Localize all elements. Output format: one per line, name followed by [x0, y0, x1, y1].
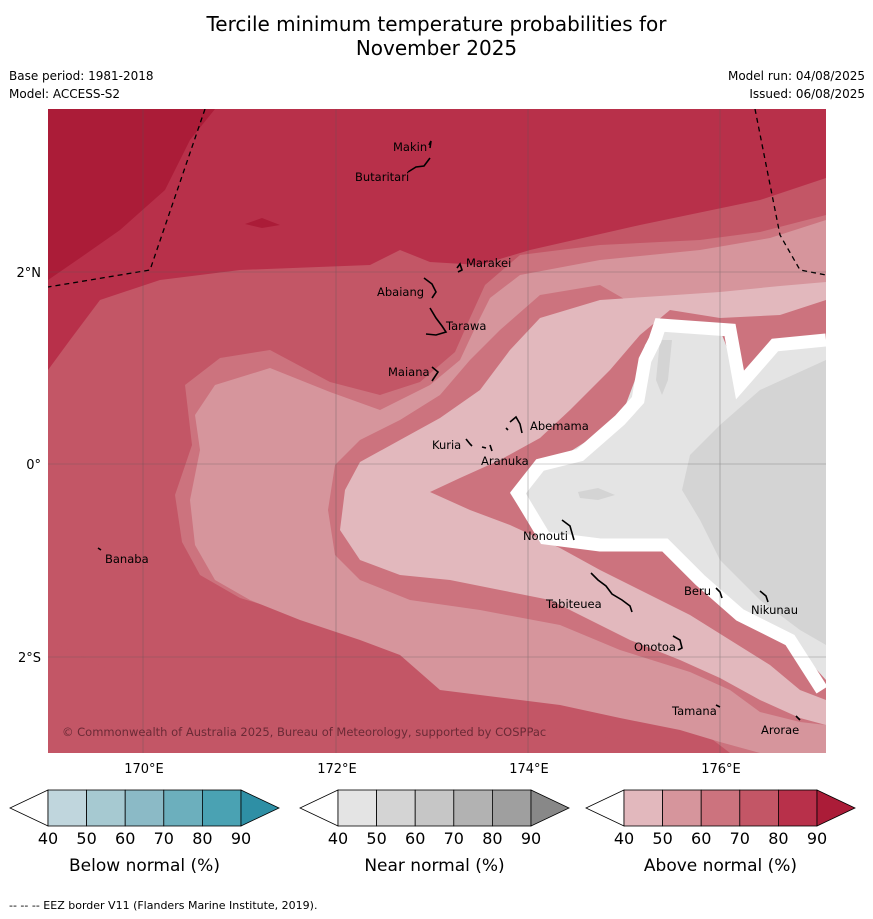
probability-contours	[48, 109, 826, 753]
island-label: Abaiang	[377, 285, 424, 299]
colorbar: 40 50 60 70 80 90 Below normal (%)	[10, 790, 279, 876]
colorbar: 40 50 60 70 80 90 Above normal (%)	[586, 790, 855, 876]
colorbar-tick-label: 80	[482, 829, 502, 848]
colorbar-tick-label: 70	[154, 829, 174, 848]
colorbar-segment	[48, 790, 87, 826]
colorbar-tick-label: 40	[614, 829, 634, 848]
colorbar-segment	[415, 790, 454, 826]
footer-note: -- -- -- EEZ border V11 (Flanders Marine…	[9, 899, 317, 912]
colorbar-extend-high	[531, 790, 569, 826]
colorbar-segment	[125, 790, 164, 826]
colorbar-segment	[338, 790, 377, 826]
island-label: Arorae	[761, 723, 799, 737]
lat-label: 2°N	[17, 266, 42, 281]
island-label: Tarawa	[445, 319, 486, 333]
colorbar-tick-label: 80	[192, 829, 212, 848]
colorbar-segment	[87, 790, 126, 826]
colorbar-extend-low	[586, 790, 624, 826]
colorbar-segment	[701, 790, 740, 826]
colorbar-extend-high	[241, 790, 279, 826]
colorbars: 40 50 60 70 80 90 Below normal (%) 40 50 60 70 80 90…	[10, 790, 855, 876]
colorbar-segment	[740, 790, 779, 826]
island-label: Nonouti	[523, 529, 568, 543]
colorbar-tick-label: 80	[768, 829, 788, 848]
colorbar-segment	[202, 790, 241, 826]
colorbar-segment	[624, 790, 663, 826]
colorbar-tick-label: 90	[521, 829, 541, 848]
colorbar-tick-label: 50	[652, 829, 672, 848]
colorbar-segment	[663, 790, 702, 826]
lon-label: 172°E	[317, 762, 357, 777]
colorbar-tick-label: 70	[444, 829, 464, 848]
island-label: Abemama	[530, 419, 589, 433]
island-label: Aranuka	[481, 454, 529, 468]
colorbar-segment	[454, 790, 493, 826]
island-label: Marakei	[466, 256, 511, 270]
lon-label: 176°E	[701, 762, 741, 777]
colorbar-tick-label: 60	[405, 829, 425, 848]
colorbar-tick-label: 90	[231, 829, 251, 848]
island-label: Butaritari	[355, 170, 409, 184]
colorbar-tick-label: 70	[730, 829, 750, 848]
lon-label: 174°E	[509, 762, 549, 777]
colorbar-segment	[377, 790, 416, 826]
island-label: Nikunau	[751, 603, 798, 617]
colorbar-extend-high	[817, 790, 855, 826]
colorbar-title: Above normal (%)	[644, 856, 797, 876]
colorbar-title: Near normal (%)	[364, 856, 504, 876]
colorbar-title: Below normal (%)	[69, 856, 220, 876]
lat-label: 2°S	[18, 651, 41, 666]
map-svg: Makin Butaritari Marakei Abaiang Tarawa …	[0, 0, 873, 919]
colorbar-tick-label: 50	[76, 829, 96, 848]
island-label: Maiana	[388, 365, 430, 379]
island-label: Beru	[684, 584, 711, 598]
colorbar: 40 50 60 70 80 90 Near normal (%)	[300, 790, 569, 876]
island-label: Banaba	[105, 552, 149, 566]
island-label: Onotoa	[634, 640, 676, 654]
colorbar-tick-label: 50	[366, 829, 386, 848]
colorbar-segment	[164, 790, 203, 826]
colorbar-tick-label: 90	[807, 829, 827, 848]
colorbar-tick-label: 40	[328, 829, 348, 848]
island-label: Tamana	[671, 704, 717, 718]
lat-label: 0°	[26, 458, 41, 473]
colorbar-extend-low	[10, 790, 48, 826]
copyright-notice: © Commonwealth of Australia 2025, Bureau…	[62, 725, 546, 739]
colorbar-tick-label: 60	[691, 829, 711, 848]
island-label: Kuria	[432, 438, 461, 452]
colorbar-tick-label: 40	[38, 829, 58, 848]
island-label: Makin	[393, 140, 427, 154]
colorbar-segment	[778, 790, 817, 826]
colorbar-segment	[492, 790, 531, 826]
island-label: Tabiteuea	[545, 597, 602, 611]
lon-label: 170°E	[124, 762, 164, 777]
colorbar-tick-label: 60	[115, 829, 135, 848]
colorbar-extend-low	[300, 790, 338, 826]
